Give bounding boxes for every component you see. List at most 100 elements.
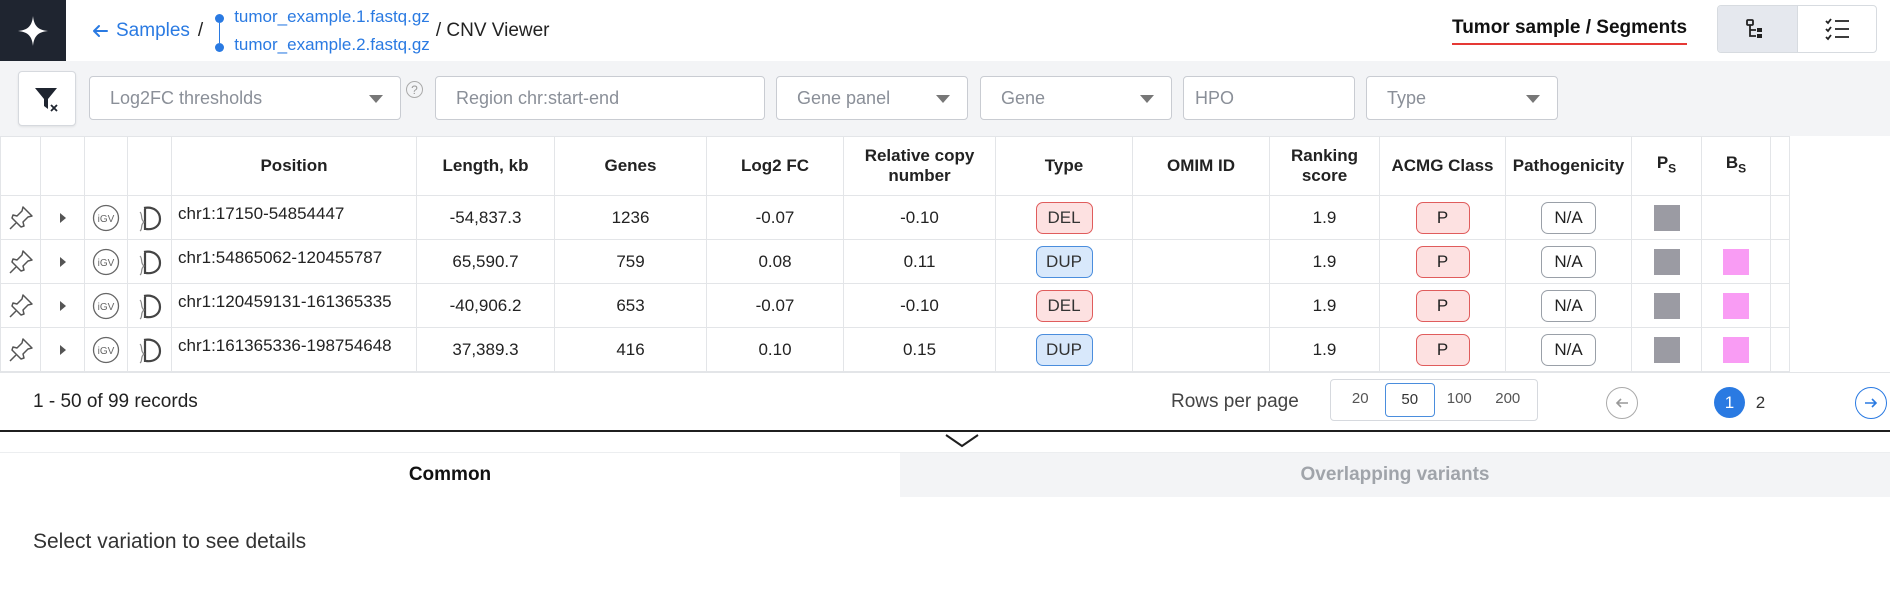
cell-filler — [1770, 239, 1790, 284]
pin-button[interactable] — [0, 327, 41, 372]
expand-row-button[interactable] — [40, 283, 85, 328]
type-badge: DEL — [1035, 289, 1093, 322]
col-log2fc[interactable]: Log2 FC — [706, 136, 844, 196]
igv-button[interactable]: iGV — [84, 195, 128, 240]
acmg-badge[interactable]: P — [1415, 245, 1470, 278]
rows-option-100[interactable]: 100 — [1446, 390, 1472, 407]
cell-bs — [1701, 283, 1771, 328]
collapse-panel-button[interactable] — [945, 434, 979, 453]
pin-button[interactable] — [0, 283, 41, 328]
rows-option-200[interactable]: 200 — [1495, 390, 1521, 407]
tree-view-button[interactable] — [1718, 6, 1798, 52]
col-acmg-class[interactable]: ACMG Class — [1379, 136, 1506, 196]
table-row[interactable]: iGV chr1:161365336-198754648 37,389.3 416 0.… — [0, 327, 1790, 372]
cell-ps — [1631, 239, 1702, 284]
table-row[interactable]: iGV chr1:54865062-120455787 65,590.7 759 0.0… — [0, 239, 1790, 284]
pathogenicity-badge[interactable]: N/A — [1541, 333, 1596, 366]
type-placeholder: Type — [1387, 87, 1427, 108]
app-logo[interactable] — [0, 0, 66, 61]
region-input[interactable]: Region chr:start-end — [435, 76, 765, 120]
header-expand — [40, 136, 85, 196]
expand-row-button[interactable] — [40, 327, 85, 372]
fastq-file-2-link[interactable]: tumor_example.2.fastq.gz — [234, 34, 430, 54]
svg-text:iGV: iGV — [98, 346, 115, 357]
svg-text:iGV: iGV — [98, 258, 115, 269]
fastq-file-1-link[interactable]: tumor_example.1.fastq.gz — [234, 6, 430, 26]
acmg-badge[interactable]: P — [1415, 201, 1470, 234]
chevron-down-icon — [936, 95, 950, 103]
igv-icon: iGV — [85, 240, 127, 283]
hpo-input[interactable]: HPO — [1183, 76, 1355, 120]
tab-overlapping-variants[interactable]: Overlapping variants — [900, 453, 1890, 497]
pin-button[interactable] — [0, 195, 41, 240]
igv-button[interactable]: iGV — [84, 327, 128, 372]
pin-button[interactable] — [0, 239, 41, 284]
cell-ps — [1631, 327, 1702, 372]
list-view-button[interactable] — [1798, 6, 1877, 52]
col-ps-main: P — [1656, 153, 1669, 173]
ucsc-button[interactable] — [127, 327, 172, 372]
page-1-button[interactable]: 1 — [1714, 387, 1745, 418]
cell-length: 65,590.7 — [416, 239, 555, 284]
chevron-down-icon — [945, 434, 979, 448]
breadcrumb: Samples / tumor_example.1.fastq.gz tumor… — [92, 0, 550, 61]
col-type[interactable]: Type — [995, 136, 1133, 196]
table-row[interactable]: iGV chr1:120459131-161365335 -40,906.2 653-… — [0, 283, 1790, 328]
help-icon[interactable]: ? — [406, 81, 423, 98]
log2fc-thresholds-select[interactable]: Log2FC thresholds — [89, 76, 401, 120]
pathogenicity-badge[interactable]: N/A — [1541, 245, 1596, 278]
app-header: Samples / tumor_example.1.fastq.gz tumor… — [0, 0, 1890, 61]
table-row[interactable]: iGV chr1:17150-54854447 -54,837.3 1236 -0.07… — [0, 195, 1790, 240]
clear-filters-button[interactable] — [18, 71, 76, 126]
cell-omim-id — [1132, 195, 1270, 240]
col-bs[interactable]: BS — [1701, 136, 1771, 196]
cell-acmg-class: P — [1379, 239, 1506, 284]
cell-pathogenicity: N/A — [1505, 283, 1632, 328]
tab-common[interactable]: Common — [0, 453, 900, 497]
rows-option-50[interactable]: 50 — [1384, 383, 1435, 417]
acmg-badge[interactable]: P — [1415, 333, 1470, 366]
expand-row-button[interactable] — [40, 239, 85, 284]
back-to-samples-link[interactable]: Samples — [92, 20, 190, 42]
col-ranking-score[interactable]: Ranking score — [1269, 136, 1380, 196]
col-relative-copy-number[interactable]: Relative copy number — [843, 136, 996, 196]
acmg-badge[interactable]: P — [1415, 289, 1470, 322]
ucsc-button[interactable] — [127, 195, 172, 240]
pagination-bar: 1 - 50 of 99 records Rows per page 20 50… — [0, 372, 1890, 430]
expand-row-button[interactable] — [40, 195, 85, 240]
col-ps[interactable]: PS — [1631, 136, 1702, 196]
gene-panel-select[interactable]: Gene panel — [776, 76, 968, 120]
rows-option-20[interactable]: 20 — [1351, 390, 1369, 407]
type-select[interactable]: Type — [1366, 76, 1558, 120]
cell-length: -54,837.3 — [416, 195, 555, 240]
previous-page-button[interactable] — [1606, 387, 1638, 419]
next-page-button[interactable] — [1855, 387, 1887, 419]
cell-genes: 416 — [554, 327, 707, 372]
chevron-down-icon — [369, 95, 383, 103]
igv-button[interactable]: iGV — [84, 239, 128, 284]
pathogenicity-badge[interactable]: N/A — [1541, 201, 1596, 234]
cell-pathogenicity: N/A — [1505, 327, 1632, 372]
panel-divider[interactable] — [0, 430, 1890, 432]
log2fc-thresholds-placeholder: Log2FC thresholds — [110, 87, 263, 108]
ucsc-button[interactable] — [127, 283, 172, 328]
pin-icon — [1, 240, 40, 283]
cell-relative-copy-number: -0.10 — [843, 283, 996, 328]
gene-select[interactable]: Gene — [980, 76, 1172, 120]
page-2-button[interactable]: 2 — [1755, 392, 1766, 412]
expand-caret-icon — [41, 196, 84, 239]
svg-text:iGV: iGV — [98, 302, 115, 313]
igv-button[interactable]: iGV — [84, 283, 128, 328]
col-pathogenicity[interactable]: Pathogenicity — [1505, 136, 1632, 196]
col-omim-id[interactable]: OMIM ID — [1132, 136, 1270, 196]
pin-icon — [1, 284, 40, 327]
ucsc-button[interactable] — [127, 239, 172, 284]
col-genes[interactable]: Genes — [554, 136, 707, 196]
col-position[interactable]: Position — [171, 136, 417, 196]
sparkle-logo-icon — [18, 15, 48, 46]
table-header-row: Position Length, kb Genes Log2 FC Relati… — [0, 136, 1790, 196]
details-tabs: Common Overlapping variants — [0, 452, 1890, 497]
pathogenicity-badge[interactable]: N/A — [1541, 289, 1596, 322]
cell-bs — [1701, 195, 1771, 240]
col-length[interactable]: Length, kb — [416, 136, 555, 196]
